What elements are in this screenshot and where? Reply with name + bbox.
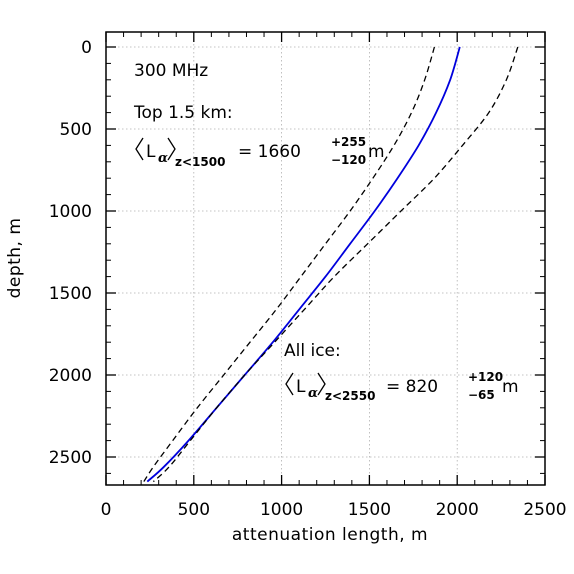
all-alpha-symbol: α bbox=[308, 386, 318, 401]
y-tick-label: 500 bbox=[60, 120, 92, 140]
tick-labels: 0 500 1000 1500 2000 2500 0 500 1000 1500 2000 2500 bbox=[49, 38, 567, 520]
y-tick-label: 1500 bbox=[49, 284, 92, 304]
top-minus-error: −120 bbox=[331, 153, 366, 167]
x-tick-label: 1500 bbox=[348, 500, 391, 520]
all-condition: z<2550 bbox=[325, 389, 375, 403]
x-tick-label: 0 bbox=[101, 500, 112, 520]
plot-frame bbox=[105, 31, 546, 486]
upper-bound-curve bbox=[152, 46, 519, 483]
y-tick-label: 0 bbox=[81, 38, 92, 58]
all-minus-error: −65 bbox=[468, 388, 495, 402]
all-ice-title: All ice: bbox=[284, 341, 341, 361]
top-left-angle-icon bbox=[135, 137, 144, 161]
all-left-angle-icon bbox=[285, 372, 294, 396]
x-tick-label: 2000 bbox=[436, 500, 479, 520]
top-condition: z<1500 bbox=[175, 155, 225, 169]
lower-bound-curve bbox=[143, 46, 436, 482]
axis-ticks bbox=[105, 32, 546, 485]
x-tick-label: 1000 bbox=[260, 500, 303, 520]
all-L-symbol: L bbox=[296, 377, 306, 397]
top-right-angle-icon bbox=[167, 137, 176, 161]
y-tick-label: 2000 bbox=[49, 366, 92, 386]
top-section-title: Top 1.5 km: bbox=[133, 103, 233, 123]
all-unit: m bbox=[502, 377, 519, 397]
top-plus-error: +255 bbox=[331, 135, 366, 149]
top-unit: m bbox=[368, 142, 385, 162]
x-tick-label: 2500 bbox=[523, 500, 566, 520]
all-plus-error: +120 bbox=[468, 370, 503, 384]
grid-lines bbox=[106, 32, 545, 485]
y-tick-label: 1000 bbox=[49, 202, 92, 222]
central-curve bbox=[146, 46, 461, 483]
x-tick-label: 500 bbox=[178, 500, 210, 520]
all-right-angle-icon bbox=[317, 372, 326, 396]
frequency-label: 300 MHz bbox=[134, 61, 208, 81]
all-value: = 820 bbox=[386, 377, 438, 397]
top-alpha-symbol: α bbox=[158, 151, 168, 166]
top-value: = 1660 bbox=[238, 142, 301, 162]
all-ice-formula: L α z<2550 = 820 +120 −65 m bbox=[285, 370, 519, 403]
top-formula: L α z<1500 = 1660 +255 −120 m bbox=[135, 135, 385, 169]
top-L-symbol: L bbox=[146, 142, 156, 162]
y-tick-label: 2500 bbox=[49, 448, 92, 468]
y-axis-label: depth, m bbox=[5, 218, 25, 299]
data-curves bbox=[143, 46, 519, 483]
x-axis-label: attenuation length, m bbox=[232, 525, 428, 545]
